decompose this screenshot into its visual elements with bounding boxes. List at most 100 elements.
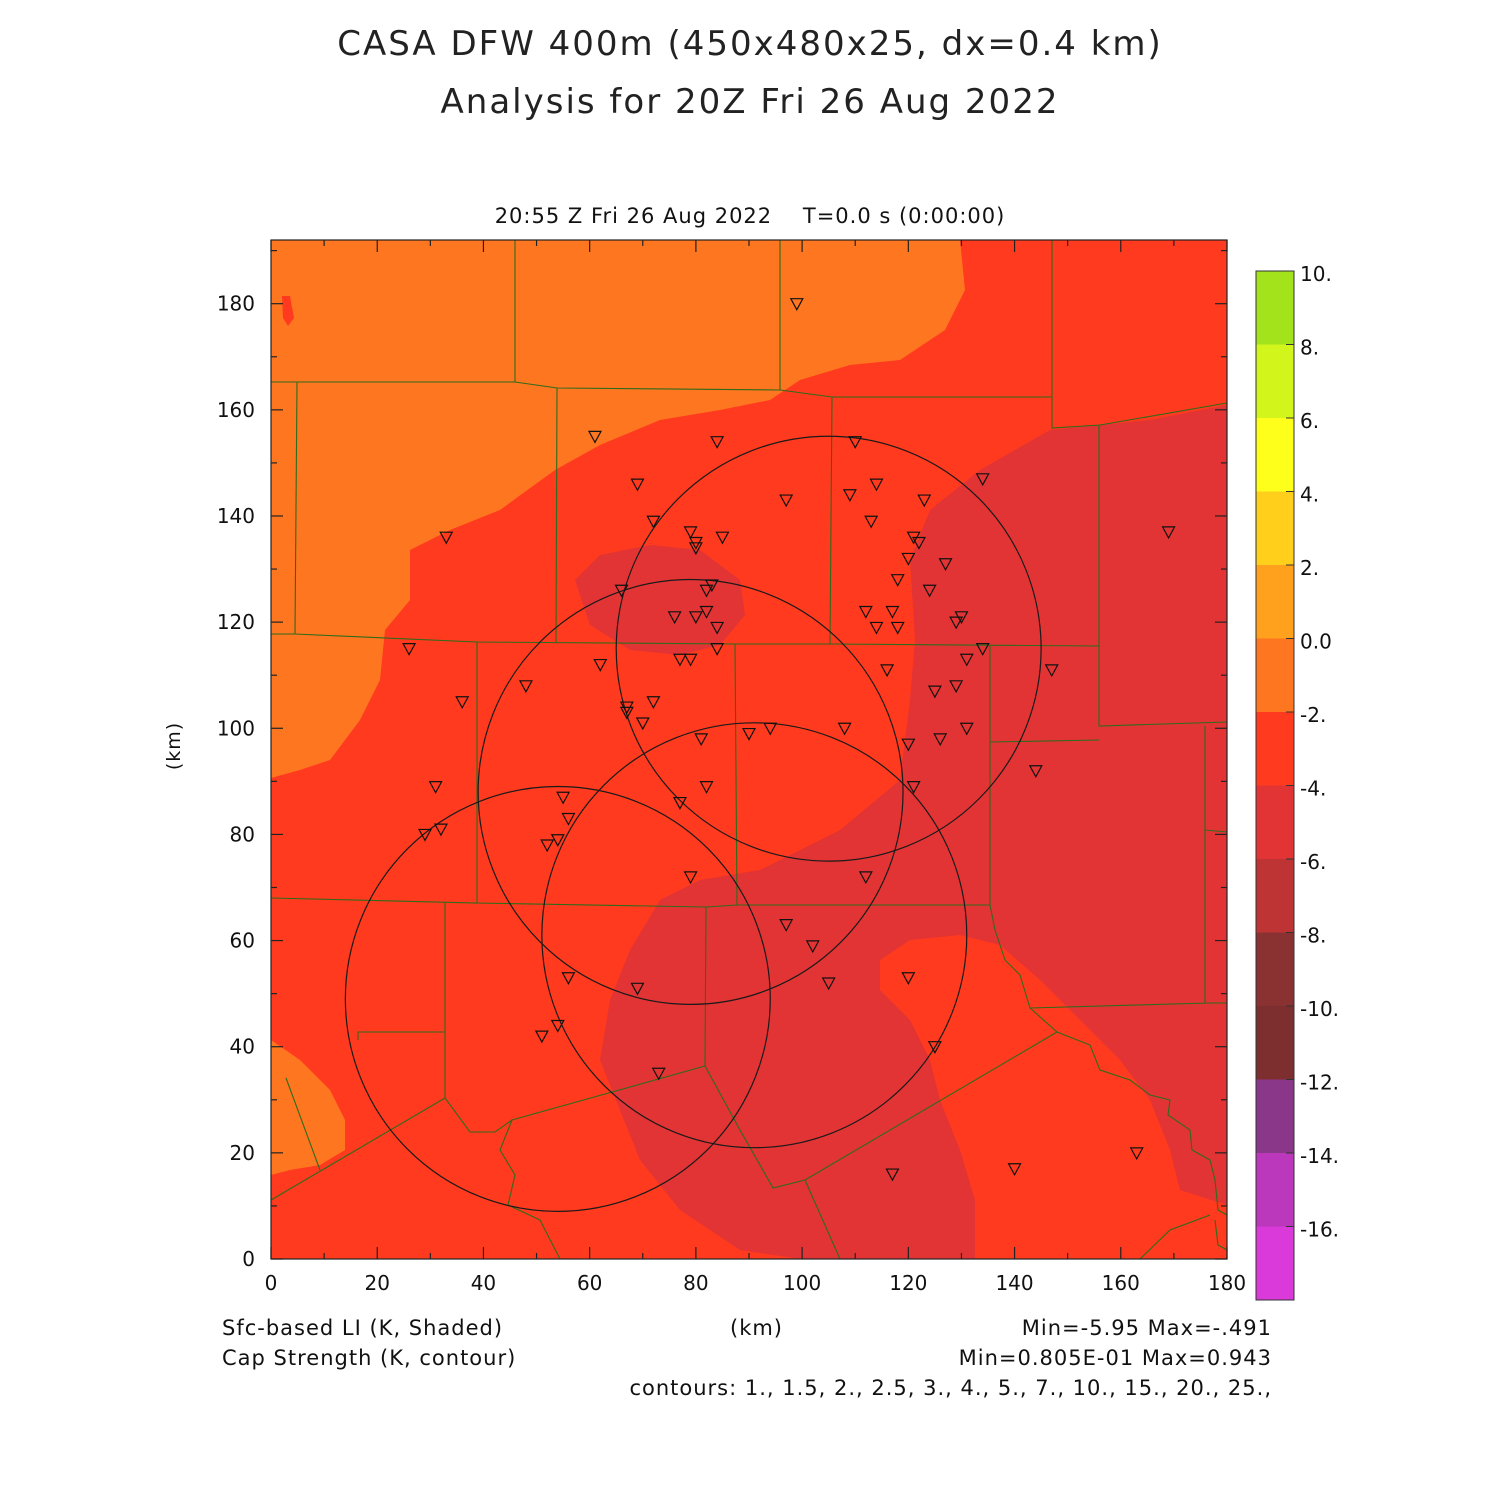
station-marker [1028, 765, 1043, 778]
colorbar-label: 2. [1300, 556, 1319, 580]
station-marker [858, 605, 873, 619]
station-marker [556, 791, 571, 805]
contour-field-label: Cap Strength (K, contour) [222, 1346, 517, 1370]
station-marker [651, 1067, 666, 1081]
station-marker [418, 828, 433, 842]
station-marker [593, 658, 608, 672]
colorbar-swatch [1256, 932, 1294, 1006]
station-marker [646, 696, 661, 709]
colorbar-label: 0.0 [1300, 630, 1332, 654]
colorbar-swatch [1256, 1153, 1294, 1227]
station-marker [779, 494, 794, 508]
station-marker [710, 436, 725, 449]
y-tick-label: 40 [230, 1035, 255, 1059]
colorbar-swatch [1256, 418, 1294, 492]
title-line-2: Analysis for 20Z Fri 26 Aug 2022 [440, 82, 1060, 122]
station-marker [842, 489, 857, 503]
station-marker [922, 584, 937, 598]
station-marker [561, 972, 576, 985]
station-marker [858, 871, 873, 885]
station-marker [550, 1019, 565, 1033]
station-marker [1007, 1163, 1022, 1177]
station-marker [683, 526, 698, 540]
colorbar-label: -10. [1300, 997, 1339, 1021]
station-marker [975, 473, 990, 487]
station-marker [428, 781, 443, 794]
station-marker [561, 812, 576, 826]
x-axis-label: (km) [730, 1316, 784, 1340]
x-tick-label: 80 [683, 1271, 708, 1295]
station-marker [688, 542, 703, 556]
colorbar-label: -2. [1300, 703, 1326, 727]
station-marker [741, 727, 757, 741]
station-marker [933, 733, 948, 747]
colorbar-label: -16. [1300, 1218, 1339, 1242]
station-marker [885, 605, 900, 619]
x-tick-label: 100 [783, 1271, 821, 1295]
y-tick-label: 120 [217, 610, 255, 634]
station-marker [869, 478, 884, 492]
colorbar-swatch [1256, 1079, 1294, 1153]
station-marker [1044, 664, 1059, 678]
colorbar-label: 10. [1300, 262, 1332, 286]
station-marker [630, 982, 645, 996]
station-marker [518, 680, 533, 694]
station-marker [927, 1041, 942, 1054]
colorbar-label: -6. [1300, 850, 1326, 874]
radar-range-circle-2 [477, 578, 904, 1006]
station-marker [779, 919, 794, 932]
station-marker [439, 531, 454, 545]
station-marker [587, 430, 602, 444]
y-tick-label: 100 [217, 716, 255, 740]
station-marker [805, 940, 820, 954]
x-tick-label: 40 [471, 1271, 496, 1295]
x-tick-label: 120 [889, 1271, 927, 1295]
station-marker [683, 871, 698, 885]
colorbar-label: -8. [1300, 924, 1326, 948]
colorbar-swatch [1256, 638, 1294, 712]
x-tick-label: 20 [364, 1271, 389, 1295]
colorbar-swatch [1256, 271, 1294, 345]
y-tick-label: 20 [230, 1141, 255, 1165]
station-marker [646, 515, 661, 529]
station-marker [715, 531, 730, 545]
y-tick-label: 160 [217, 398, 255, 422]
y-tick-label: 180 [217, 292, 255, 316]
radar-range-circle-1 [615, 435, 1042, 862]
shaded-field-stats: Min=-5.95 Max=-.491 [1021, 1316, 1272, 1340]
x-axis: 0 20 40 60 80 100 120 140 160 180 [265, 240, 1246, 1295]
station-marker [901, 552, 916, 566]
station-marker [688, 611, 703, 625]
station-marker [938, 558, 953, 571]
li-region-0-to-minus2-southwest [271, 1040, 345, 1175]
contour-field-stats: Min=0.805E-01 Max=0.943 [958, 1346, 1272, 1370]
colorbar-label: 4. [1300, 483, 1319, 507]
station-marker [683, 653, 698, 667]
contour-levels: contours: 1., 1.5, 2., 2.5, 3., 4., 5., … [629, 1376, 1272, 1400]
station-marker [975, 643, 990, 656]
x-tick-label: 0 [265, 1271, 278, 1295]
radar-range-circle-3 [541, 722, 968, 1149]
colorbar-swatch [1256, 344, 1294, 418]
station-marker [699, 605, 714, 619]
station-marker [1161, 526, 1176, 540]
station-marker [540, 839, 555, 853]
station-marker [927, 685, 942, 699]
station-marker [821, 977, 836, 991]
station-marker [890, 574, 905, 587]
station-marker [710, 643, 725, 656]
station-marker [672, 796, 687, 810]
station-marker [901, 738, 916, 752]
x-tick-label: 180 [1208, 1271, 1246, 1295]
station-marker [949, 680, 964, 694]
station-marker [550, 834, 565, 847]
shaded-field-label: Sfc-based LI (K, Shaded) [222, 1316, 504, 1340]
county-borders [270, 240, 1228, 1260]
y-axis-label: (km) [163, 721, 186, 771]
station-marker [906, 781, 921, 794]
radar-range-circle-4 [344, 785, 771, 1212]
station-marker [959, 722, 974, 736]
station-marker [869, 621, 884, 635]
y-tick-label: 0 [242, 1247, 255, 1271]
